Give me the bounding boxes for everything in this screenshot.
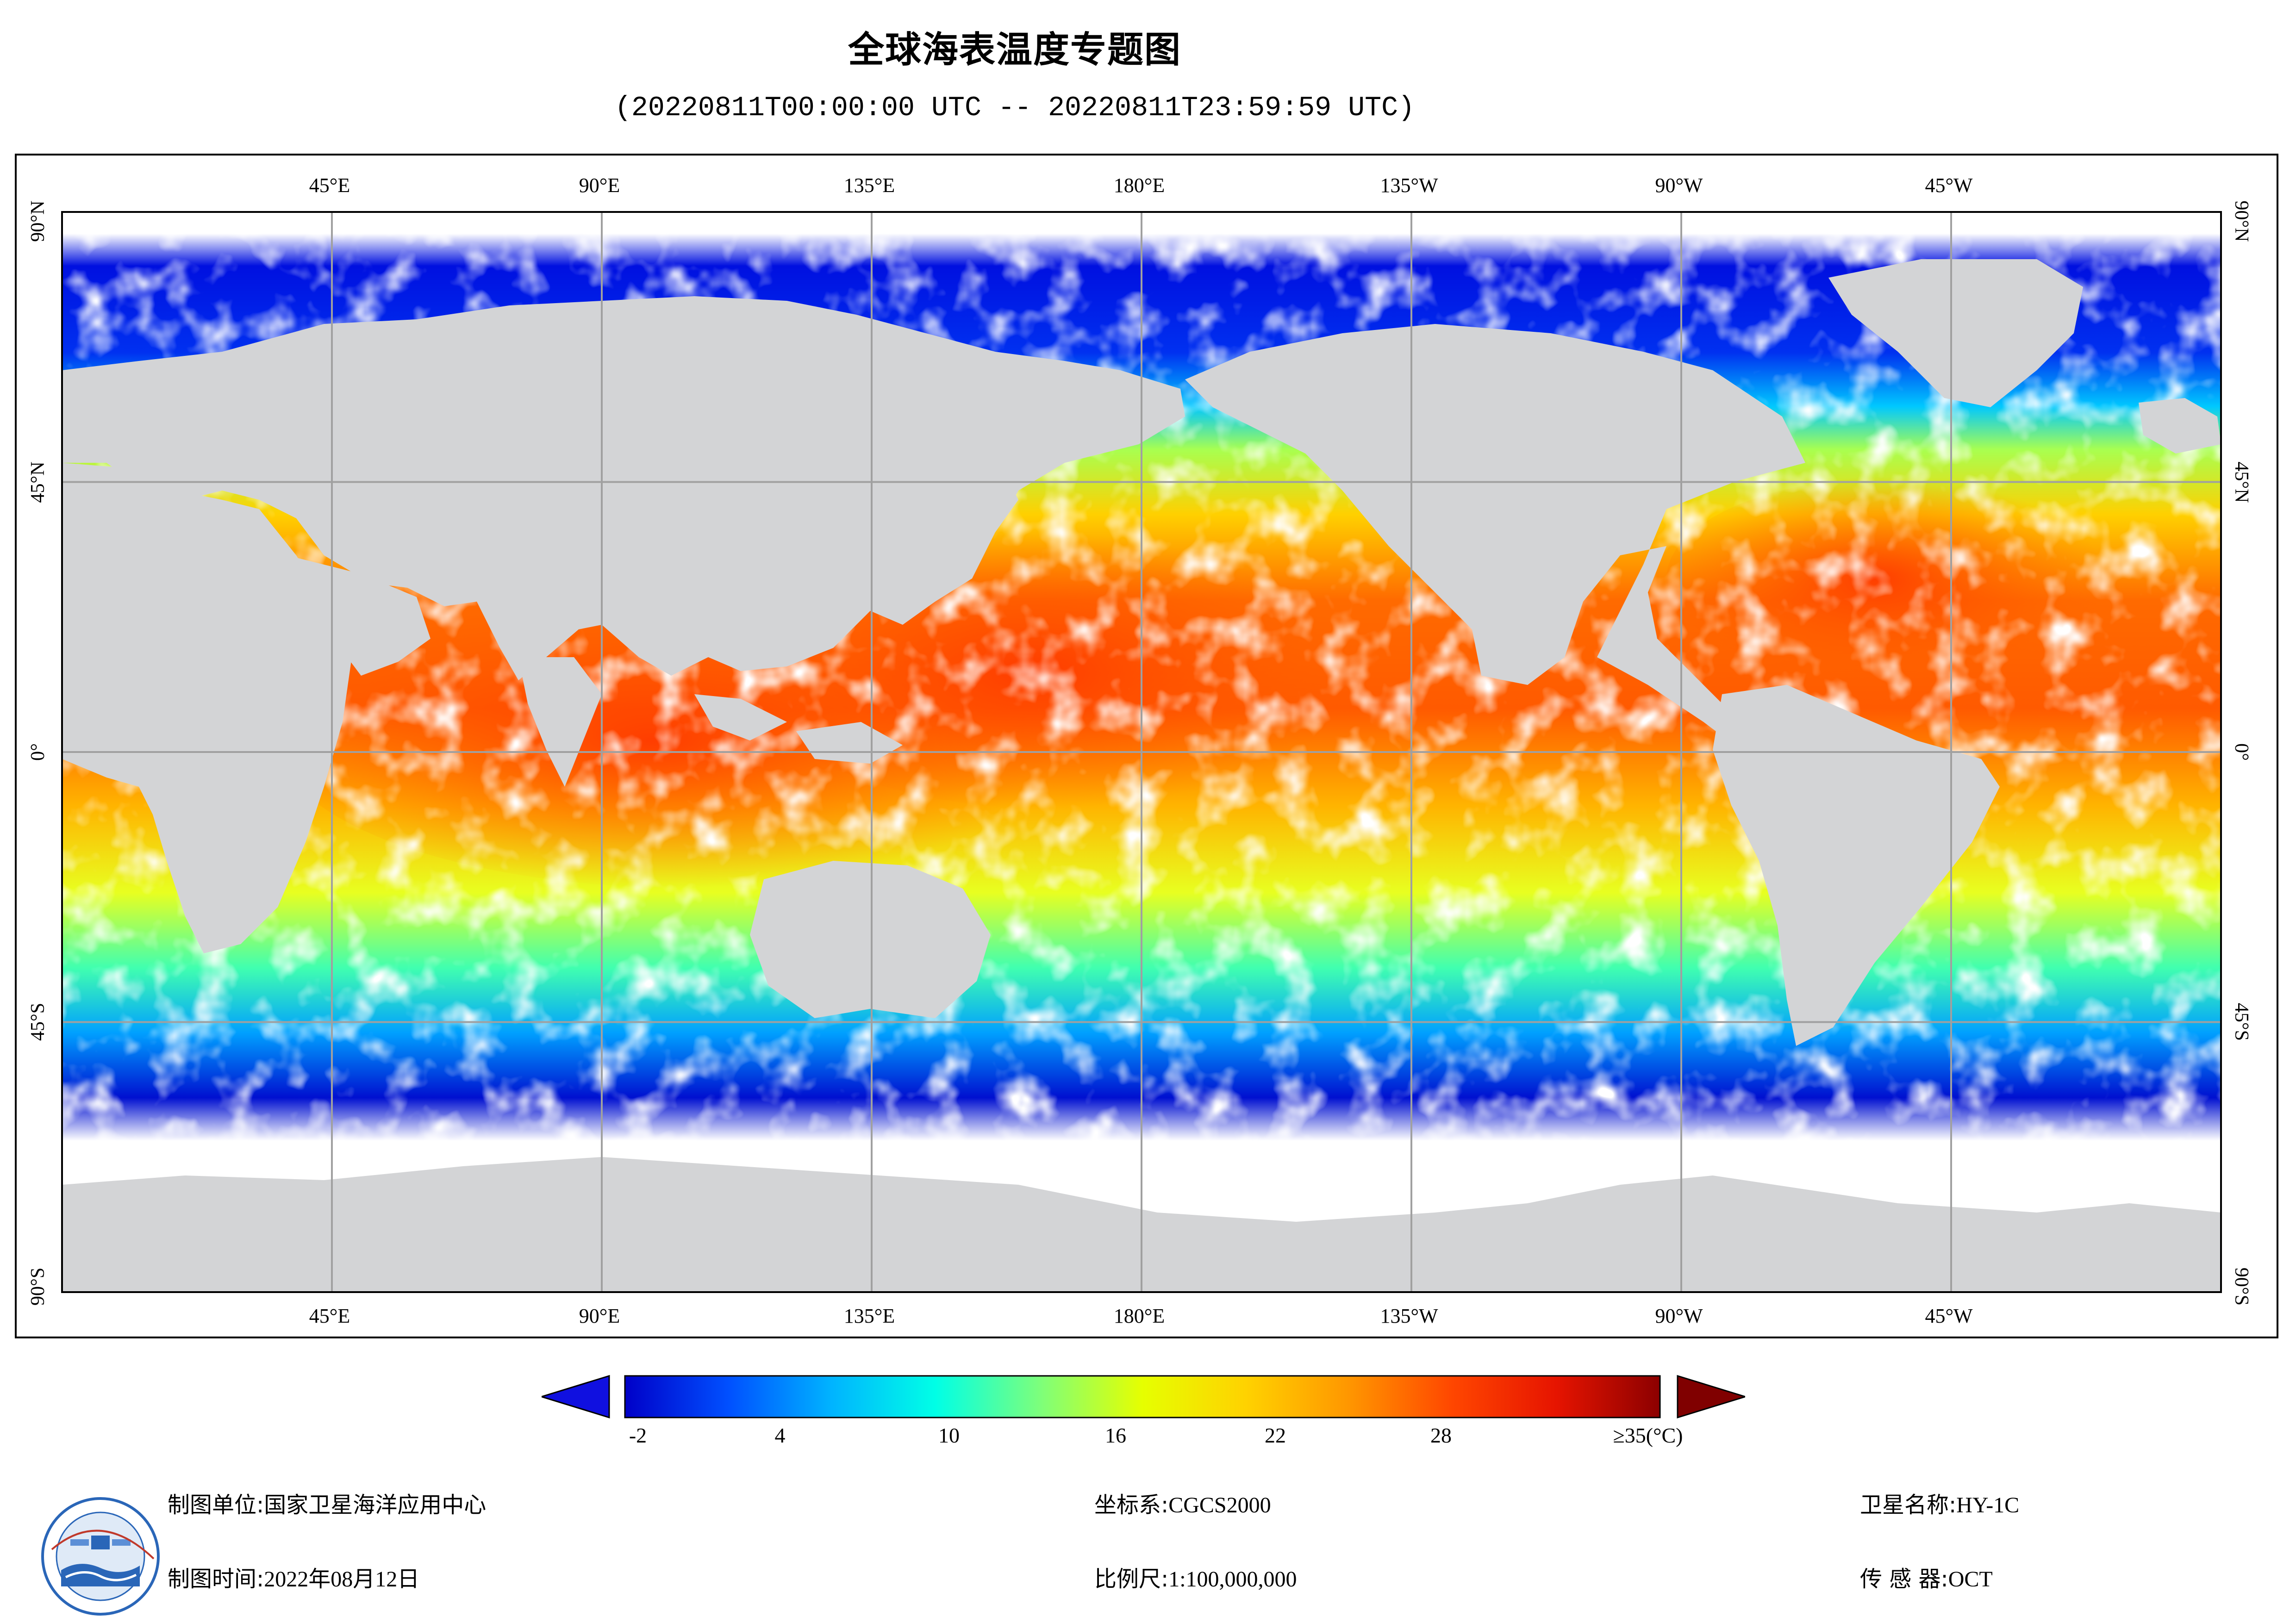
map-scale: 比例尺:1:100,000,000 [1094,1561,1297,1593]
australia-land [750,861,991,1018]
map-body [62,212,2221,1292]
legend-tick-label: 4 [774,1424,786,1447]
south-america-land [1713,685,2000,1046]
arabia-land [287,555,430,676]
mapping-org: 制图单位:国家卫星海洋应用中心 [168,1486,486,1519]
lat-label-left: 45°S [27,1002,49,1041]
time-range-subtitle: (20220811T00:00:00 UTC -- 20220811T23:59… [614,93,1415,124]
lon-label-top: 135°E [843,174,895,197]
mapping-org-value: 国家卫星海洋应用中心 [264,1492,487,1518]
lon-label-bottom: 135°E [843,1305,895,1327]
map-scale-label: 比例尺: [1094,1566,1169,1592]
mapping-org-label: 制图单位: [168,1492,264,1518]
legend-tick-label: 28 [1430,1424,1452,1447]
sensor-name: 传 感 器:OCT [1860,1561,1993,1593]
lon-label-bottom: 45°W [1925,1305,1973,1327]
north-america-land [1185,324,1805,750]
africa-land [62,463,352,953]
color-legend [542,1374,1745,1419]
satellite-name-value: HY-1C [1956,1493,2020,1517]
coordinate-system: 坐标系:CGCS2000 [1094,1486,1271,1519]
lat-label-right: 45°S [2231,1002,2252,1041]
indonesia-land [694,694,903,764]
legend-tick-label: 22 [1265,1424,1286,1447]
nsoas-logo [41,1497,160,1616]
lon-label-top: 180°E [1113,174,1165,197]
satellite-name: 卫星名称:HY-1C [1860,1486,2019,1519]
lon-label-top: 135°W [1380,174,1438,197]
mapping-date-value: 2022年08月12日 [264,1567,420,1592]
lat-label-right: 45°N [2231,461,2252,503]
lat-label-right: 90°S [2231,1267,2252,1306]
lat-label-right: 0° [2231,743,2252,761]
satellite-name-label: 卫星名称: [1860,1492,1957,1518]
lon-label-bottom: 45°E [309,1305,350,1327]
map-title: 全球海表温度专题图 [848,29,1181,71]
lon-label-bottom: 90°E [579,1305,620,1327]
iceland-land [2139,398,2221,454]
mapping-date-label: 制图时间: [168,1566,264,1592]
lat-label-left: 90°S [27,1267,49,1306]
legend-tick-label: -2 [629,1424,647,1447]
lon-label-bottom: 135°W [1380,1305,1438,1327]
lon-label-bottom: 90°W [1655,1305,1703,1327]
legend-tick-label: 10 [938,1424,960,1447]
map-border [61,211,2222,1293]
lat-label-left: 90°N [27,200,49,242]
coordinate-system-label: 坐标系: [1094,1492,1169,1518]
lon-label-top: 45°E [309,174,350,197]
india-land [518,657,602,787]
map-frame [15,154,2278,1338]
legend-over-arrow [1677,1374,1745,1419]
legend-under-arrow [542,1374,610,1419]
europe-asia-land [62,296,1185,680]
lat-label-left: 45°N [27,461,49,503]
lon-label-top: 45°W [1925,174,1973,197]
mapping-date: 制图时间:2022年08月12日 [168,1561,419,1593]
lon-label-top: 90°W [1655,174,1703,197]
legend-color-bar [624,1375,1661,1418]
lon-label-top: 90°E [579,174,620,197]
sensor-name-value: OCT [1948,1567,1993,1592]
coordinate-system-value: CGCS2000 [1168,1493,1271,1517]
lon-label-bottom: 180°E [1113,1305,1165,1327]
lat-label-left: 0° [27,743,49,761]
legend-tick-label: 16 [1105,1424,1126,1447]
japan-land [967,463,1018,532]
greenland-land [1828,259,2083,407]
map-scale-value: 1:100,000,000 [1168,1567,1297,1592]
legend-tick-label: ≥35(°C) [1613,1424,1683,1447]
lat-label-right: 90°N [2231,200,2252,242]
sensor-name-label: 传 感 器: [1860,1566,1948,1592]
graticule [62,212,2221,1292]
